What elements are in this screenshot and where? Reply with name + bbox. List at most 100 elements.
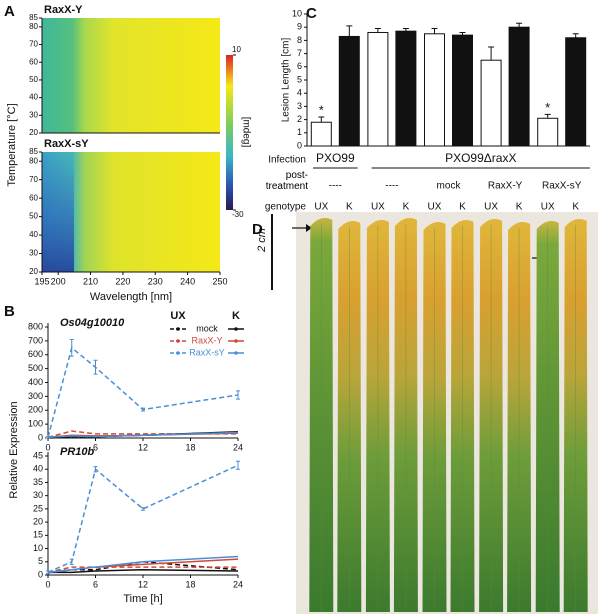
error-bar <box>374 28 381 33</box>
y-tick-label: 10 <box>292 8 302 18</box>
error-bar <box>431 28 438 34</box>
y-tick-label: 8 <box>297 35 302 45</box>
y-tick-label: 600 <box>28 349 43 359</box>
annotation: * <box>545 100 550 115</box>
genotype-label: UX <box>428 202 442 213</box>
colorbar-label: [mdeg] <box>240 117 251 148</box>
y-tick-label: 15 <box>33 530 43 540</box>
y-tick-label: 80 <box>29 156 38 165</box>
colorbar <box>226 55 233 210</box>
row-label: post-treatment <box>265 170 308 192</box>
y-tick-label: 30 <box>33 490 43 500</box>
genotype-label: K <box>403 202 410 213</box>
y-tick-label: 9 <box>297 22 302 32</box>
y-tick-label: 40 <box>29 230 38 239</box>
panel-title: RaxX-sY <box>44 138 89 150</box>
y-tick-label: 5 <box>297 74 302 84</box>
y-tick-label: 4 <box>297 88 302 98</box>
legend-marker <box>176 351 180 355</box>
y-tick-label: 0 <box>38 432 43 442</box>
y-tick-label: 100 <box>28 419 43 429</box>
x-tick-label: 12 <box>138 442 148 452</box>
y-tick-label: 20 <box>33 516 43 526</box>
bar <box>424 33 445 147</box>
x-tick-label: 6 <box>93 442 98 452</box>
genotype-label: K <box>516 202 523 213</box>
y-tick-label: 5 <box>38 556 43 566</box>
y-tick-label: 800 <box>28 321 43 331</box>
y-axis-label: Relative Expression <box>8 401 20 498</box>
x-tick-label: 12 <box>138 579 148 589</box>
y-tick-label: 0 <box>297 140 302 150</box>
x-tick-label: 0 <box>45 579 50 589</box>
colorbar-tick-label: 10 <box>232 45 241 54</box>
series-line <box>47 431 239 439</box>
y-tick-label: 0 <box>38 569 43 579</box>
legend-label: RaxX-sY <box>189 347 225 357</box>
panel-label: D <box>252 221 263 238</box>
panel-label: A <box>4 3 15 20</box>
panel-label: C <box>306 5 317 22</box>
chart-title: PR10b <box>60 446 95 458</box>
error-bar <box>69 558 74 565</box>
panel-label: B <box>4 303 15 320</box>
genotype-label: UX <box>541 202 555 213</box>
y-tick-label: 70 <box>29 40 38 49</box>
colorbar-tick-label: -30 <box>232 210 244 219</box>
y-axis-label: Lesion Length [cm] <box>281 38 292 123</box>
arrow <box>292 224 312 232</box>
y-tick-label: 20 <box>29 267 38 276</box>
y-tick-label: 50 <box>29 212 38 221</box>
x-tick-label: 24 <box>233 579 243 589</box>
x-tick-label: 18 <box>185 579 195 589</box>
genotype-label: K <box>572 202 579 213</box>
x-tick-label: 195 <box>34 276 49 286</box>
error-bar <box>93 359 98 375</box>
y-tick-label: 85 <box>29 13 38 22</box>
x-tick-label: 200 <box>51 276 66 286</box>
y-tick-label: 35 <box>33 477 43 487</box>
y-tick-label: 300 <box>28 391 43 401</box>
x-axis-label: Time [h] <box>123 593 162 605</box>
error-bar <box>318 116 325 123</box>
error-bar <box>459 31 466 36</box>
series-line <box>47 464 239 574</box>
y-tick-label: 1 <box>297 127 302 137</box>
genotype-label: K <box>346 202 353 213</box>
treatment-label: RaxX-sY <box>542 181 582 192</box>
y-tick-label: 20 <box>29 128 38 137</box>
treatment-label: mock <box>437 181 462 192</box>
error-bar <box>572 33 579 38</box>
error-bar <box>346 25 353 37</box>
bar <box>395 30 417 147</box>
y-tick-label: 500 <box>28 363 43 373</box>
x-tick-label: 220 <box>115 276 130 286</box>
x-tick-label: 0 <box>45 442 50 452</box>
y-tick-label: 45 <box>33 450 43 460</box>
bar <box>537 117 559 147</box>
y-tick-label: 200 <box>28 405 43 415</box>
x-tick-label: 24 <box>233 442 243 452</box>
series-line <box>47 430 238 439</box>
x-axis-label: Wavelength [nm] <box>90 291 172 303</box>
legend-marker <box>176 327 180 331</box>
genotype-label: UX <box>484 202 498 213</box>
y-tick-label: 30 <box>29 110 38 119</box>
y-tick-label: 400 <box>28 377 43 387</box>
x-tick-label: 18 <box>185 442 195 452</box>
x-tick-label: 210 <box>83 276 98 286</box>
annotation: * <box>319 102 324 117</box>
y-tick-label: 85 <box>29 147 38 156</box>
y-axis-label: Temperature [°C] <box>6 103 18 186</box>
heatmap <box>42 18 220 133</box>
heatmap-shade <box>42 152 75 272</box>
scale-label: 2 cm <box>256 228 268 253</box>
y-tick-label: 6 <box>297 61 302 71</box>
error-bar <box>236 460 240 470</box>
y-tick-label: 7 <box>297 48 302 58</box>
x-tick-label: 250 <box>212 276 227 286</box>
y-tick-label: 80 <box>29 22 38 31</box>
error-bar <box>69 338 74 357</box>
y-tick-label: 25 <box>33 503 43 513</box>
